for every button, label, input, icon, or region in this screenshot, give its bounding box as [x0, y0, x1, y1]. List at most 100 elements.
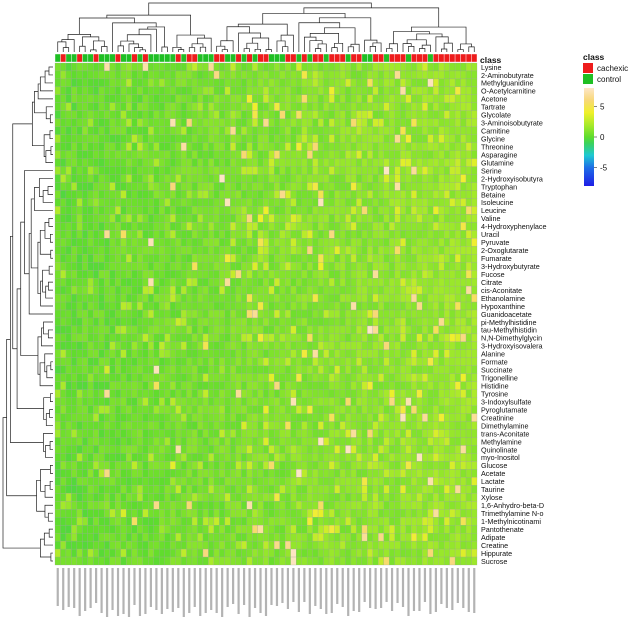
heatmap-cell: [76, 397, 83, 406]
heatmap-cell: [180, 461, 187, 470]
heatmap-cell: [361, 389, 368, 398]
heatmap-cell: [175, 477, 182, 486]
heatmap-cell: [306, 525, 313, 534]
heatmap-cell: [148, 254, 154, 263]
heatmap-cell: [115, 190, 121, 199]
heatmap-cell: [465, 517, 472, 526]
class-cell: [164, 53, 171, 63]
heatmap-cell: [296, 317, 302, 327]
heatmap-cell: [213, 214, 220, 223]
heatmap-cell: [93, 301, 99, 311]
heatmap-cell: [241, 182, 247, 191]
heatmap-cell: [257, 206, 264, 215]
heatmap-cell: [334, 94, 341, 103]
heatmap-cell: [224, 182, 231, 191]
heatmap-cell: [317, 381, 324, 390]
heatmap-cell: [367, 517, 373, 526]
heatmap-cell: [93, 238, 99, 247]
heatmap-cell: [471, 94, 478, 103]
class-cell: [378, 53, 385, 63]
heatmap-cell: [411, 429, 417, 438]
heatmap-cell: [235, 397, 242, 406]
heatmap-cell: [367, 86, 373, 95]
heatmap-cell: [126, 150, 132, 159]
heatmap-cell: [93, 453, 99, 462]
heatmap-cell: [334, 134, 341, 143]
heatmap-cell: [219, 174, 226, 183]
heatmap-cell: [306, 222, 313, 231]
heatmap-cell: [427, 381, 434, 390]
heatmap-cell: [301, 317, 308, 327]
dendrogram-branch: [324, 27, 356, 45]
heatmap-cell: [153, 381, 160, 390]
heatmap-cell: [427, 405, 434, 414]
heatmap-cell: [175, 270, 182, 279]
heatmap-cell: [367, 373, 373, 382]
heatmap-cell: [296, 301, 302, 311]
heatmap-cell: [328, 198, 335, 207]
class-cell: [306, 53, 313, 63]
heatmap-cell: [411, 78, 417, 88]
class-cell: [290, 53, 297, 63]
heatmap-cell: [454, 142, 461, 151]
heatmap-cell: [246, 429, 253, 438]
heatmap-cell: [356, 309, 363, 319]
heatmap-cell: [334, 142, 341, 151]
heatmap-cell: [443, 190, 450, 199]
heatmap-cell: [427, 477, 434, 486]
heatmap-cell: [202, 413, 209, 422]
heatmap-cell: [296, 78, 302, 88]
heatmap-cell: [93, 142, 99, 151]
heatmap-cell: [367, 293, 373, 303]
heatmap-cell: [290, 190, 297, 199]
heatmap-cell: [334, 540, 341, 550]
heatmap-cell: [433, 198, 439, 207]
heatmap-cell: [191, 118, 198, 127]
heatmap-cell: [394, 190, 401, 199]
heatmap-cell: [252, 262, 258, 271]
heatmap-cell: [296, 62, 302, 72]
heatmap-cell: [257, 174, 264, 183]
heatmap-cell: [126, 126, 132, 135]
heatmap-cell: [153, 110, 160, 119]
heatmap-cell: [317, 389, 324, 398]
heatmap-cell: [317, 429, 324, 438]
heatmap-cell: [235, 485, 242, 494]
heatmap-cell: [148, 509, 154, 518]
heatmap-cell: [65, 158, 72, 167]
heatmap-cell: [471, 214, 478, 223]
heatmap-cell: [180, 509, 187, 518]
heatmap-cell: [345, 453, 352, 462]
heatmap-cell: [191, 317, 198, 327]
heatmap-cell: [82, 325, 89, 335]
heatmap-cell: [460, 317, 467, 327]
heatmap-cell: [235, 509, 242, 518]
class-cell: [235, 53, 242, 63]
heatmap-cell: [350, 142, 357, 151]
heatmap-cell: [323, 373, 330, 382]
heatmap-cell: [263, 413, 269, 422]
heatmap-cell: [164, 317, 171, 327]
heatmap-cell: [372, 262, 379, 271]
heatmap-cell: [274, 262, 280, 271]
heatmap-cell: [383, 469, 390, 478]
heatmap-cell: [416, 333, 423, 343]
heatmap-cell: [279, 517, 286, 526]
heatmap-cell: [98, 405, 105, 414]
heatmap-cell: [60, 533, 67, 542]
heatmap-cell: [87, 293, 94, 303]
heatmap-cell: [372, 405, 379, 414]
heatmap-cell: [306, 413, 313, 422]
heatmap-cell: [104, 517, 110, 526]
heatmap-cell: [405, 365, 412, 374]
heatmap-cell: [109, 278, 116, 287]
heatmap-cell: [301, 270, 308, 279]
heatmap-cell: [104, 533, 110, 542]
heatmap-cell: [87, 477, 94, 486]
heatmap-cell: [454, 293, 461, 303]
heatmap-cell: [416, 405, 423, 414]
heatmap-cell: [274, 325, 280, 335]
heatmap-cell: [263, 525, 269, 534]
heatmap-cell: [224, 246, 231, 255]
heatmap-cell: [416, 317, 423, 327]
